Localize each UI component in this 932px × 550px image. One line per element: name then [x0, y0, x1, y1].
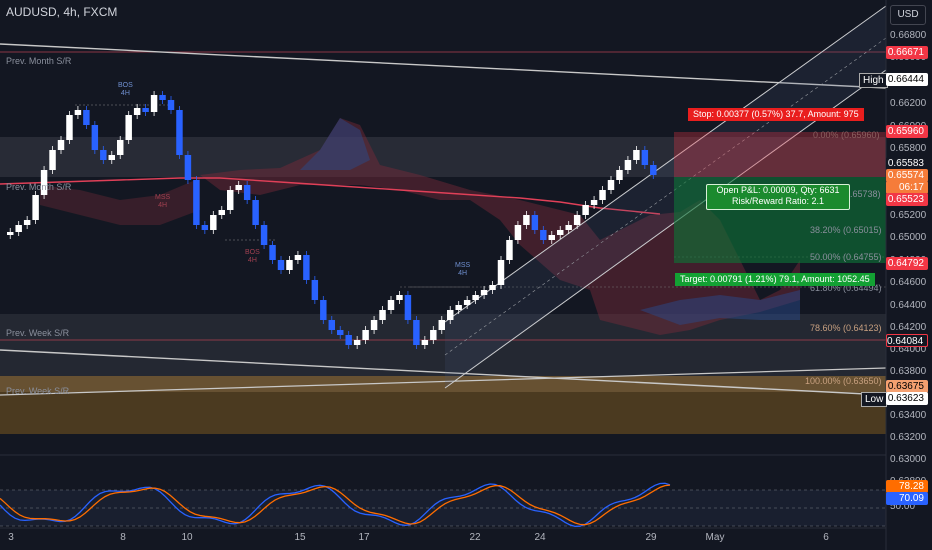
stoch-k-line [0, 482, 671, 528]
time-tick: 17 [358, 532, 370, 543]
discount-zone-top [0, 376, 886, 392]
prev-week-label-2: Prev. Week S/R [6, 386, 70, 396]
osc-tag-d: 78.28 [886, 480, 928, 493]
bos-annotation-2: BOS 4H [245, 249, 260, 264]
cloud-bullish [300, 118, 370, 170]
channel-fill [445, 6, 886, 388]
mss-annotation-2: MSS 4H [455, 262, 471, 277]
stop-label[interactable]: Stop: 0.00377 (0.57%) 37.7, Amount: 975 [688, 108, 864, 121]
cloud-bearish [200, 118, 800, 335]
time-tick: 8 [120, 532, 126, 543]
channel-bottom [444, 69, 887, 389]
price-tag-current: 0.65574 [886, 169, 928, 182]
target-label[interactable]: Target: 0.00791 (1.21%) 79.1, Amount: 10… [675, 273, 875, 286]
fib-label-50: 50.00% (0.64755) [810, 252, 882, 262]
price-tick: 0.66200 [890, 98, 927, 109]
channel-mid [444, 37, 887, 356]
price-tag-high: 0.66444 [886, 73, 928, 86]
price-tick: 0.63200 [890, 432, 927, 443]
price-tag-64084: 0.64084 [886, 334, 928, 347]
price-tick: 0.64400 [890, 300, 927, 311]
fib-label-38: 38.20% (0.65015) [810, 225, 882, 235]
price-tag-63675: 0.63675 [886, 380, 928, 393]
price-tick: 0.65200 [890, 210, 927, 221]
countdown-tag: 06:17 [886, 181, 928, 194]
fib-label-0: 0.00% (0.65960) [813, 130, 880, 140]
symbol-title: AUDUSD, 4h, FXCM [6, 5, 118, 19]
fib-label-100: 100.00% (0.63650) [805, 376, 882, 386]
price-tick: 0.65000 [890, 232, 927, 243]
bos-annotation-1: BOS 4H [118, 82, 133, 97]
cloud-bearish-left [40, 178, 200, 225]
price-tag-64792: 0.64792 [886, 257, 928, 270]
currency-button[interactable]: USD [890, 5, 926, 25]
time-tick: 15 [294, 532, 306, 543]
time-tick: 3 [8, 532, 14, 543]
stoch-d-line [0, 484, 671, 526]
channel-top [444, 5, 887, 323]
prev-week-trendline [0, 349, 887, 396]
price-tag-66671: 0.66671 [886, 46, 928, 59]
prev-month-label-2: Prev. Month S/R [6, 182, 72, 192]
time-tick: 10 [181, 532, 193, 543]
stop-zone [674, 132, 886, 177]
osc-tag-k: 70.09 [886, 492, 928, 505]
fib-label-61: 61.80% (0.64494) [810, 283, 882, 293]
prev-month-label-1: Prev. Month S/R [6, 56, 72, 66]
time-tick: 22 [469, 532, 481, 543]
time-tick: May [705, 532, 725, 543]
open-pnl-box[interactable]: Open P&L: 0.00009, Qty: 6631 Risk/Reward… [706, 184, 850, 210]
price-tag-stop: 0.65960 [886, 125, 928, 138]
prev-month-sr-zone [0, 137, 886, 177]
osc-tick-50: 50.00 [890, 501, 916, 512]
fib-label-78: 78.60% (0.64123) [810, 323, 882, 333]
time-tick: 6 [823, 532, 829, 543]
price-tick: 0.65800 [890, 143, 927, 154]
price-tick: 0.63800 [890, 366, 927, 377]
price-tick: 0.63400 [890, 410, 927, 421]
moving-average-line [0, 177, 661, 215]
price-tag-entry: 0.65523 [886, 193, 928, 206]
prev-month-trendline [0, 43, 887, 89]
price-tick: 0.64600 [890, 277, 927, 288]
price-tick: 0.66800 [890, 30, 927, 41]
price-tag-low: 0.63623 [886, 392, 928, 405]
candlesticks [7, 91, 657, 349]
low-label: Low [861, 392, 888, 407]
price-tick: 0.64200 [890, 322, 927, 333]
price-tick: 0.63000 [890, 454, 927, 465]
price-tag-65583: 0.65583 [886, 157, 928, 170]
price-tick: 0.64000 [890, 344, 927, 355]
time-tick: 29 [645, 532, 657, 543]
prev-week-label-1: Prev. Week S/R [6, 328, 70, 338]
prev-week-trendline-2 [0, 367, 887, 396]
high-label: High [859, 73, 888, 88]
cloud-bullish-right [640, 290, 800, 325]
time-tick: 24 [534, 532, 546, 543]
mss-annotation-1: MSS 4H [155, 194, 171, 209]
